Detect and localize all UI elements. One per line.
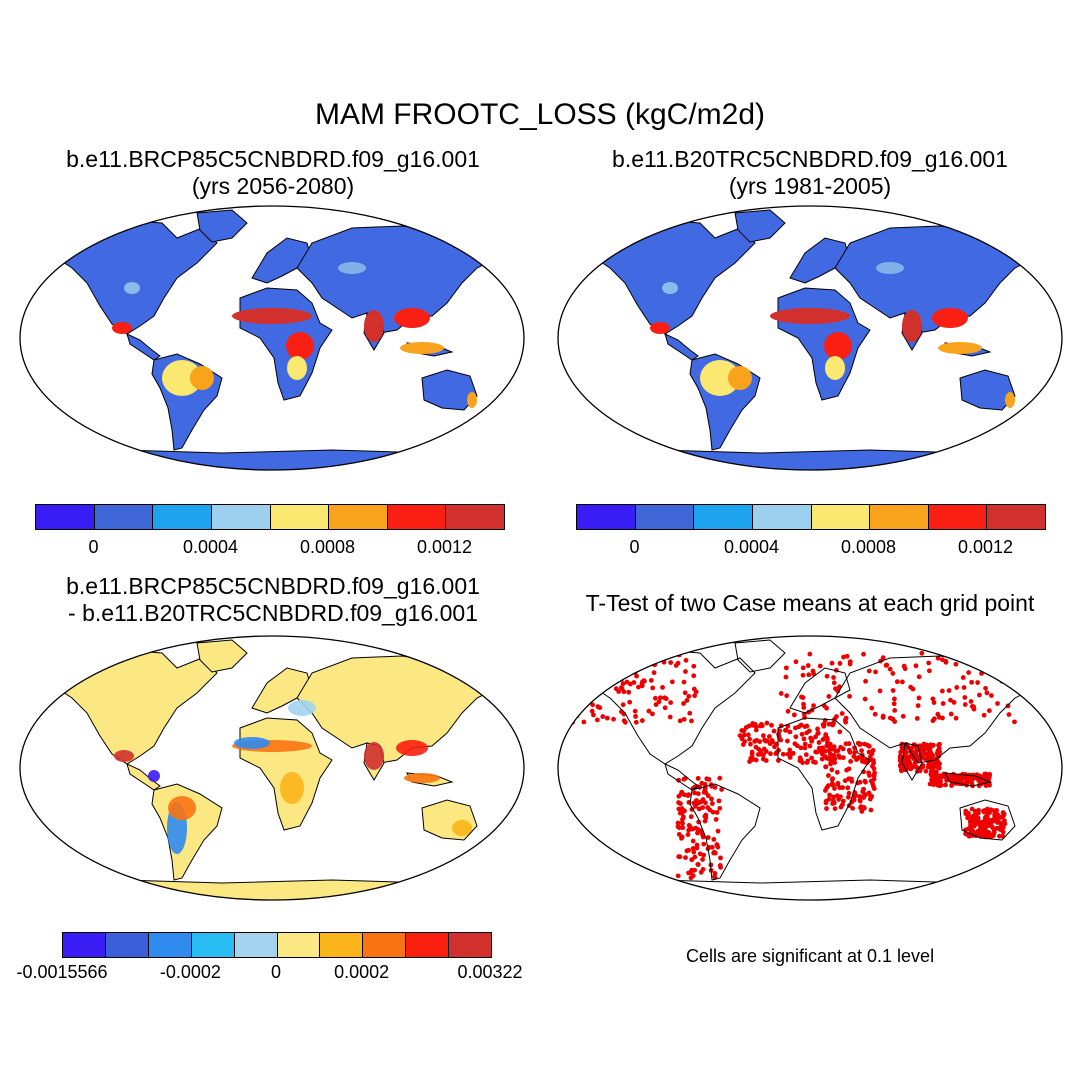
main-title: MAM FROOTC_LOSS (kgC/m2d) xyxy=(314,98,766,131)
cb2-swatch-0 xyxy=(577,505,636,529)
colorbar-1-tick-label: 0 xyxy=(88,537,99,557)
colorbar-3-tick-label: 0.0002 xyxy=(334,962,390,982)
cb3-swatch-1 xyxy=(105,933,149,957)
panel-2-title-line2: (yrs 1981-2005) xyxy=(728,173,892,199)
colorbar-3-tick-label: 0.00322 xyxy=(457,962,523,982)
cb2-swatch-7 xyxy=(987,505,1045,529)
panel-2-title-line1: b.e11.B20TRC5CNBDRD.f09_g16.001 xyxy=(612,146,1008,172)
colorbar-2-tick-label: 0 xyxy=(629,537,640,557)
colorbar-2-tick-label: 0.0012 xyxy=(957,537,1014,557)
panel-3-title-line2: - b.e11.B20TRC5CNBDRD.f09_g16.001 xyxy=(68,600,478,626)
cb3-swatch-3 xyxy=(191,933,235,957)
colorbar-2 xyxy=(576,504,1046,530)
cb3-swatch-8 xyxy=(406,933,450,957)
cb1-swatch-5 xyxy=(329,505,388,529)
panel-1-title: b.e11.BRCP85C5CNBDRD.f09_g16.001 (yrs 20… xyxy=(28,146,518,200)
cb3-swatch-2 xyxy=(148,933,192,957)
panel-2-title: b.e11.B20TRC5CNBDRD.f09_g16.001 (yrs 198… xyxy=(565,146,1055,200)
cb2-swatch-5 xyxy=(870,505,929,529)
colorbar-3-tick-label: -0.0015566 xyxy=(16,962,108,982)
map-3-hotspots xyxy=(114,700,472,854)
panel-4-title: T-Test of two Case means at each grid po… xyxy=(585,590,1035,616)
colorbar-1 xyxy=(35,504,505,530)
cb3-swatch-0 xyxy=(63,933,106,957)
cb2-swatch-6 xyxy=(928,505,988,529)
map-1-hotspots xyxy=(112,262,477,408)
cb2-swatch-3 xyxy=(752,505,812,529)
panel-3-title-line1: b.e11.BRCP85C5CNBDRD.f09_g16.001 xyxy=(66,573,480,599)
cb3-swatch-6 xyxy=(320,933,364,957)
panel-3-title: b.e11.BRCP85C5CNBDRD.f09_g16.001 - b.e11… xyxy=(28,573,518,627)
colorbar-3 xyxy=(62,932,492,958)
cb1-swatch-2 xyxy=(153,505,212,529)
colorbar-1-tick-label: 0.0012 xyxy=(416,537,473,557)
cb1-swatch-3 xyxy=(211,505,271,529)
map-panel-4 xyxy=(557,635,1063,901)
cb1-swatch-0 xyxy=(36,505,95,529)
cb1-swatch-4 xyxy=(270,505,330,529)
cb2-swatch-1 xyxy=(635,505,695,529)
panel-1-title-line1: b.e11.BRCP85C5CNBDRD.f09_g16.001 xyxy=(66,146,480,172)
cb1-swatch-7 xyxy=(446,505,504,529)
colorbar-3-tick-label: -0.0002 xyxy=(159,962,221,982)
colorbar-1-tick-label: 0.0008 xyxy=(299,537,356,557)
significance-note: Cells are significant at 0.1 level xyxy=(685,946,935,966)
map-2-hotspots xyxy=(650,262,1015,408)
colorbar-2-tick-label: 0.0004 xyxy=(723,537,780,557)
cb1-swatch-6 xyxy=(387,505,447,529)
colorbar-1-tick-label: 0.0004 xyxy=(182,537,239,557)
map-panel-2 xyxy=(557,205,1063,471)
panel-1-title-line2: (yrs 2056-2080) xyxy=(191,173,355,199)
colorbar-3-tick-label: 0 xyxy=(270,962,282,982)
colorbar-2-tick-label: 0.0008 xyxy=(840,537,897,557)
cb3-swatch-9 xyxy=(449,933,492,957)
map-panel-1 xyxy=(19,205,525,471)
cb3-swatch-4 xyxy=(234,933,278,957)
map-panel-3 xyxy=(19,635,525,901)
cb2-swatch-2 xyxy=(694,505,753,529)
cb2-swatch-4 xyxy=(811,505,871,529)
cb3-swatch-7 xyxy=(363,933,407,957)
cb3-swatch-5 xyxy=(277,933,321,957)
cb1-swatch-1 xyxy=(94,505,154,529)
